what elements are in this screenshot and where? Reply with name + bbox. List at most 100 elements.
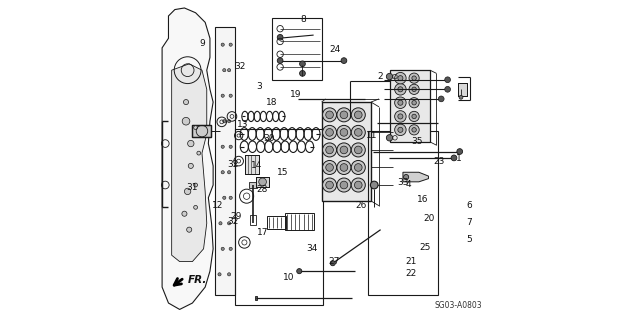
Bar [245, 155, 259, 174]
Circle shape [221, 171, 224, 174]
Circle shape [187, 227, 192, 232]
Circle shape [445, 77, 451, 83]
Circle shape [229, 94, 232, 97]
Text: 32: 32 [234, 63, 245, 71]
Circle shape [259, 178, 266, 186]
Circle shape [457, 149, 463, 154]
Circle shape [438, 96, 444, 102]
Circle shape [337, 143, 351, 157]
Circle shape [229, 196, 232, 199]
Circle shape [409, 111, 419, 122]
Circle shape [194, 126, 198, 130]
Circle shape [445, 86, 451, 92]
Circle shape [300, 70, 305, 76]
Text: 19: 19 [291, 90, 302, 99]
Circle shape [351, 143, 365, 157]
Text: 12: 12 [212, 201, 223, 210]
Circle shape [326, 181, 333, 189]
Circle shape [355, 146, 362, 154]
Circle shape [300, 61, 305, 67]
Circle shape [227, 222, 230, 225]
Text: 6: 6 [467, 201, 472, 210]
Circle shape [229, 43, 232, 46]
Text: SG03-A0803: SG03-A0803 [434, 301, 482, 310]
Circle shape [340, 111, 348, 119]
Text: 29: 29 [231, 212, 242, 221]
Circle shape [459, 95, 463, 99]
Bar [249, 182, 257, 188]
Text: FR.: FR. [188, 275, 207, 285]
Bar [245, 155, 259, 174]
Circle shape [323, 125, 337, 139]
Bar [250, 215, 255, 225]
Polygon shape [403, 172, 428, 182]
Circle shape [398, 127, 403, 132]
Text: 7: 7 [466, 218, 472, 226]
Text: 8: 8 [301, 15, 307, 24]
Circle shape [404, 174, 409, 180]
Circle shape [223, 196, 226, 199]
Bar [255, 296, 257, 300]
Circle shape [227, 69, 230, 72]
Circle shape [184, 188, 191, 195]
Circle shape [412, 87, 417, 92]
Circle shape [219, 222, 222, 225]
Circle shape [340, 181, 348, 189]
Circle shape [223, 69, 226, 72]
Bar [458, 83, 467, 96]
Circle shape [323, 143, 337, 157]
Circle shape [229, 247, 232, 250]
Text: 24: 24 [330, 45, 341, 54]
Text: 27: 27 [329, 257, 340, 266]
Circle shape [340, 146, 348, 154]
Text: 15: 15 [276, 168, 288, 177]
Circle shape [337, 178, 351, 192]
Circle shape [223, 120, 226, 123]
Circle shape [355, 164, 362, 171]
Circle shape [326, 129, 333, 136]
Text: 2: 2 [378, 72, 383, 81]
Text: 5: 5 [466, 235, 472, 244]
Text: 10: 10 [283, 273, 294, 282]
Polygon shape [172, 64, 207, 262]
Text: 26: 26 [355, 201, 367, 210]
Circle shape [323, 160, 337, 174]
Bar [193, 125, 211, 137]
Text: 28: 28 [256, 185, 268, 194]
Circle shape [229, 145, 232, 148]
Text: 20: 20 [424, 214, 435, 223]
Circle shape [323, 108, 337, 122]
Circle shape [337, 160, 351, 174]
Bar [285, 213, 314, 230]
Text: 23: 23 [433, 157, 444, 166]
Bar [390, 70, 430, 142]
Text: 3: 3 [256, 82, 262, 91]
Text: 31: 31 [186, 183, 198, 192]
Text: 30: 30 [263, 134, 275, 143]
Bar [321, 102, 371, 201]
Circle shape [330, 261, 335, 266]
Circle shape [395, 124, 406, 136]
Circle shape [409, 125, 419, 135]
Circle shape [387, 135, 393, 141]
Bar [256, 177, 269, 187]
Circle shape [326, 111, 333, 119]
Circle shape [398, 114, 403, 119]
Circle shape [351, 160, 365, 174]
Circle shape [337, 125, 351, 139]
Circle shape [277, 34, 283, 40]
Circle shape [277, 58, 283, 63]
Text: 33: 33 [397, 178, 409, 187]
Circle shape [395, 84, 406, 95]
Circle shape [227, 171, 230, 174]
Circle shape [188, 163, 193, 168]
Circle shape [340, 164, 348, 171]
Circle shape [218, 273, 221, 276]
Circle shape [351, 125, 365, 139]
Circle shape [412, 76, 417, 80]
Circle shape [227, 120, 230, 123]
Text: 4: 4 [406, 180, 412, 189]
Circle shape [221, 247, 224, 250]
Bar [256, 177, 269, 187]
Circle shape [326, 164, 333, 171]
